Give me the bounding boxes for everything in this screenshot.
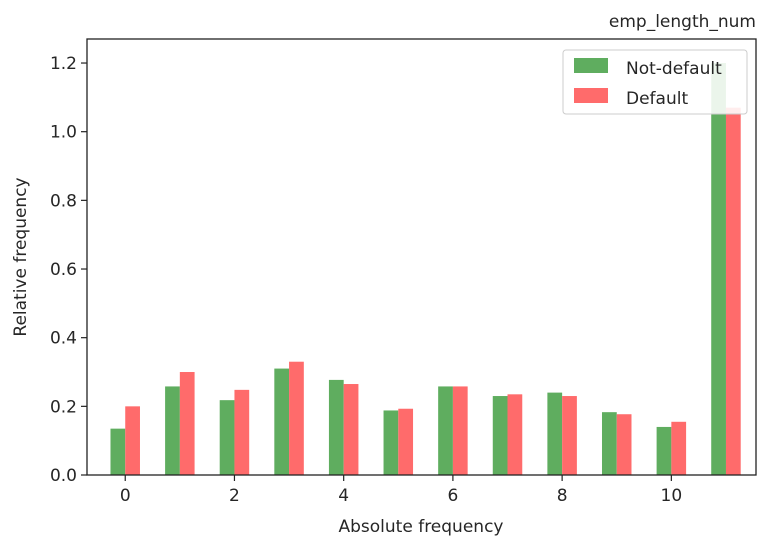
y-tick-label: 0.4: [50, 329, 77, 349]
bar-not-default-4: [328, 379, 344, 475]
y-tick-label: 0.0: [50, 466, 77, 486]
bar-default-6: [452, 386, 468, 475]
y-tick-label: 1.2: [50, 54, 77, 74]
x-tick-label: 4: [338, 486, 349, 506]
plot-frame: [86, 38, 757, 476]
bar-default-3: [289, 361, 304, 475]
bar-default-8: [562, 396, 577, 475]
bar-default-11: [725, 107, 741, 475]
x-tick-label: 2: [229, 486, 240, 506]
x-tick-label: 0: [120, 486, 131, 506]
x-axis-label: Absolute frequency: [339, 517, 504, 537]
bars-group: [110, 63, 741, 475]
bar-not-default-6: [438, 386, 453, 475]
bar-not-default-10: [656, 426, 672, 475]
bar-not-default-0: [110, 428, 126, 475]
y-tick-label: 0.2: [50, 397, 77, 417]
y-tick-label: 0.6: [50, 260, 77, 280]
bar-default-10: [671, 421, 687, 475]
legend-swatch-default: [574, 88, 608, 103]
bar-not-default-1: [165, 386, 180, 475]
x-axis-ticks: 0 2 4 6 8 10: [120, 475, 682, 506]
bar-default-2: [234, 389, 250, 475]
bar-not-default-2: [219, 400, 235, 475]
x-tick-label: 6: [447, 486, 458, 506]
bar-not-default-8: [547, 392, 563, 475]
legend-swatch-not-default: [574, 58, 608, 73]
bar-default-1: [179, 372, 195, 475]
x-tick-label: 10: [661, 486, 683, 506]
bar-not-default-5: [383, 410, 399, 475]
y-axis-label: Relative frequency: [11, 177, 31, 336]
legend-box: [562, 49, 748, 115]
bar-not-default-3: [274, 368, 290, 475]
legend-label-default: Default: [626, 89, 688, 109]
chart-title: emp_length_num: [609, 12, 756, 32]
bar-not-default-9: [601, 412, 617, 475]
bar-default-9: [616, 414, 632, 475]
y-tick-label: 0.8: [50, 191, 77, 211]
bar-default-7: [507, 394, 523, 475]
bar-default-0: [125, 406, 140, 475]
legend-label-not-default: Not-default: [626, 59, 722, 79]
bar-default-5: [398, 408, 414, 475]
bar-default-4: [343, 384, 359, 475]
bar-not-default-7: [492, 396, 508, 475]
legend: Not-default Default: [562, 49, 748, 115]
y-tick-label: 1.0: [50, 123, 77, 143]
y-axis-ticks: 0.0 0.2 0.4 0.6 0.8 1.0 1.2: [50, 54, 87, 486]
x-tick-label: 8: [557, 486, 568, 506]
bar-not-default-11: [711, 63, 726, 475]
